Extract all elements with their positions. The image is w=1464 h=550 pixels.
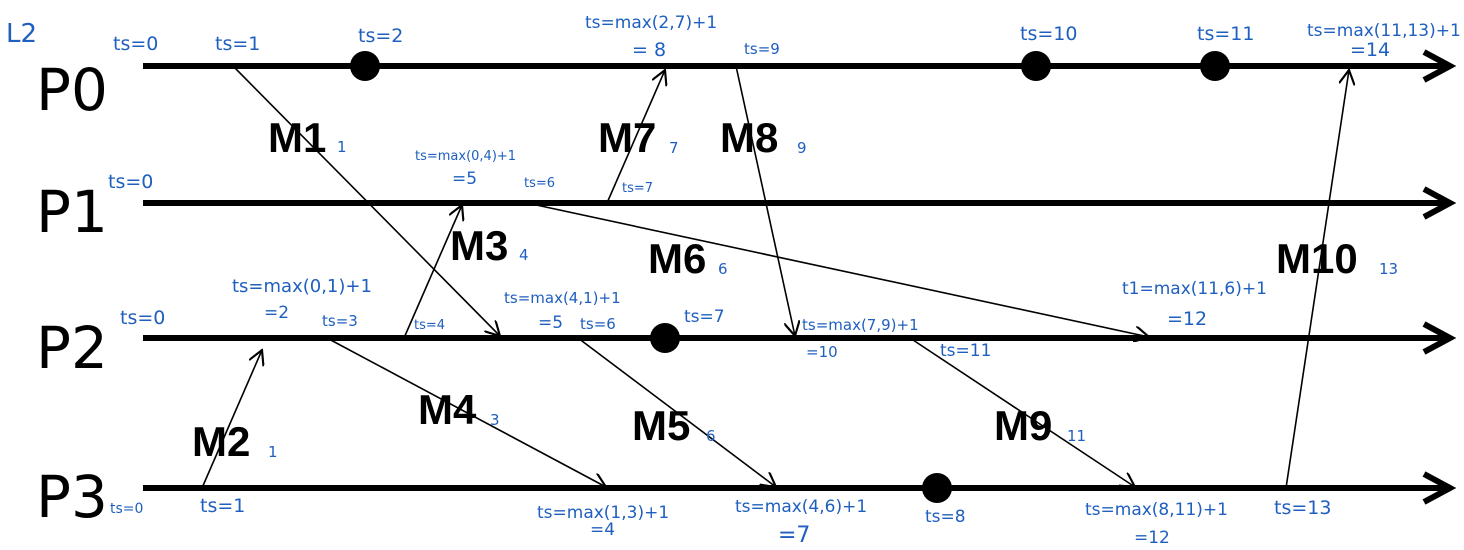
annotation-p3-ts12-result: =12 bbox=[1134, 528, 1170, 548]
message-sub-m6: 6 bbox=[718, 260, 728, 278]
annotation-p3-ts4-result: =4 bbox=[590, 520, 615, 540]
timeline-p3-arrowhead bbox=[1422, 471, 1457, 505]
message-arrow-m7 bbox=[606, 70, 665, 204]
annotation-p3-ts0: ts=0 bbox=[110, 501, 143, 517]
annotation-p3-ts4-formula: ts=max(1,3)+1 bbox=[537, 503, 669, 523]
annotation-p2-ts5-result: =5 bbox=[538, 313, 563, 333]
annotation-p0-ts8-formula: ts=max(2,7)+1 bbox=[585, 13, 717, 33]
annotation-p0-ts14-result: =14 bbox=[1350, 39, 1390, 61]
annotation-p2-ts2-result: =2 bbox=[264, 303, 289, 323]
process-label-p2: P2 bbox=[36, 314, 108, 382]
annotation-p0-ts0: ts=0 bbox=[113, 33, 158, 55]
message-m5: M5 6 bbox=[632, 402, 716, 449]
message-sub-m2: 1 bbox=[268, 443, 278, 461]
message-sub-m10: 13 bbox=[1379, 260, 1398, 278]
annotation-p2-ts4: ts=4 bbox=[414, 318, 445, 333]
timeline-p1 bbox=[143, 186, 1457, 220]
annotation-p0-ts14-formula: ts=max(11,13)+1 bbox=[1307, 21, 1461, 41]
message-sub-m4: 3 bbox=[490, 411, 500, 429]
annotation-p0-ts8-result: = 8 bbox=[632, 39, 666, 61]
message-arrow-m5 bbox=[577, 337, 776, 487]
message-m4: M4 3 bbox=[418, 386, 500, 433]
message-label-m5: M5 bbox=[632, 402, 690, 449]
annotation-p3-ts7-result: =7 bbox=[778, 523, 810, 548]
process-label-p0: P0 bbox=[36, 56, 108, 124]
event-dot-p2-ts7 bbox=[650, 323, 680, 353]
message-sub-m7: 7 bbox=[669, 139, 679, 157]
annotation-p0-ts11: ts=11 bbox=[1197, 23, 1254, 45]
message-m10: M10 13 bbox=[1276, 235, 1398, 282]
annotation-p1-ts0: ts=0 bbox=[108, 171, 153, 193]
message-label-m8: M8 bbox=[720, 114, 778, 161]
timeline-p3 bbox=[143, 471, 1457, 505]
process-label-p3: P3 bbox=[36, 463, 108, 531]
message-label-m9: M9 bbox=[994, 402, 1052, 449]
message-sub-m3: 4 bbox=[519, 246, 529, 264]
annotation-p3-ts7-formula: ts=max(4,6)+1 bbox=[735, 497, 867, 517]
annotation-p3-ts1: ts=1 bbox=[200, 495, 245, 517]
message-m9: M9 11 bbox=[994, 402, 1086, 449]
message-arrow-m4 bbox=[326, 337, 606, 487]
annotation-p3-ts13: ts=13 bbox=[1274, 497, 1331, 519]
event-dot-p0-ts10 bbox=[1021, 51, 1051, 81]
annotation-p0-ts1: ts=1 bbox=[215, 33, 260, 55]
message-label-m3: M3 bbox=[450, 222, 508, 269]
message-label-m7: M7 bbox=[598, 114, 656, 161]
annotation-p0-ts10: ts=10 bbox=[1020, 23, 1077, 45]
annotation-p2-ts12-formula: t1=max(11,6)+1 bbox=[1122, 279, 1267, 299]
event-dot-p3-ts8 bbox=[922, 473, 952, 503]
annotation-p2-ts11: ts=11 bbox=[940, 341, 991, 361]
timeline-p2-arrowhead bbox=[1422, 321, 1457, 355]
annotation-p3-ts12-formula: ts=max(8,11)+1 bbox=[1085, 500, 1228, 520]
message-label-m10: M10 bbox=[1276, 235, 1358, 282]
message-arrow-m3 bbox=[403, 205, 462, 339]
annotation-p1-ts7: ts=7 bbox=[622, 181, 653, 196]
message-m3: M3 4 bbox=[450, 222, 529, 269]
timeline-p1-arrowhead bbox=[1422, 186, 1457, 220]
message-arrow-m8 bbox=[735, 65, 795, 336]
timeline-p0 bbox=[143, 49, 1457, 83]
message-sub-m1: 1 bbox=[337, 138, 347, 156]
annotation-p2-ts0: ts=0 bbox=[120, 307, 165, 329]
message-m2: M2 1 bbox=[192, 418, 278, 465]
annotation-p2-ts3: ts=3 bbox=[322, 312, 358, 330]
annotation-p2-ts10-result: =10 bbox=[806, 343, 838, 361]
annotation-p2-ts7: ts=7 bbox=[684, 307, 725, 327]
message-m6: M6 6 bbox=[648, 235, 728, 282]
annotation-p2-ts12-result: =12 bbox=[1167, 308, 1207, 330]
message-sub-m5: 6 bbox=[706, 427, 716, 445]
message-label-m1: M1 bbox=[268, 114, 326, 161]
annotation-p0-ts9: ts=9 bbox=[744, 40, 780, 58]
timeline-p0-arrowhead bbox=[1422, 49, 1457, 83]
annotation-p2-ts6: ts=6 bbox=[580, 315, 616, 333]
message-arrow-m1 bbox=[232, 65, 500, 336]
annotation-p1-ts5-formula: ts=max(0,4)+1 bbox=[415, 149, 516, 164]
message-sub-m9: 11 bbox=[1067, 427, 1086, 445]
message-label-m4: M4 bbox=[418, 386, 477, 433]
message-arrow-m9 bbox=[909, 337, 1135, 487]
annotation-p2-ts5-formula: ts=max(4,1)+1 bbox=[504, 289, 621, 307]
corner-mark: L2 bbox=[6, 19, 37, 49]
message-m8: M8 9 bbox=[720, 114, 807, 161]
event-dot-p0-ts2 bbox=[350, 51, 380, 81]
annotation-p1-ts6: ts=6 bbox=[524, 176, 555, 191]
message-label-m2: M2 bbox=[192, 418, 250, 465]
event-dot-p0-ts11 bbox=[1200, 51, 1230, 81]
message-sub-m8: 9 bbox=[797, 139, 807, 157]
annotation-p1-ts5-result: =5 bbox=[452, 169, 477, 189]
message-label-m6: M6 bbox=[648, 235, 706, 282]
message-arrow-m10 bbox=[1285, 70, 1349, 489]
message-arrow-m6 bbox=[526, 202, 1149, 337]
annotation-p0-ts2: ts=2 bbox=[358, 25, 403, 47]
message-m7: M7 7 bbox=[598, 114, 679, 161]
annotation-p2-ts2-formula: ts=max(0,1)+1 bbox=[232, 276, 372, 297]
process-label-p1: P1 bbox=[36, 178, 108, 246]
message-arrow-m2 bbox=[201, 350, 262, 489]
annotation-p3-ts8: ts=8 bbox=[925, 507, 966, 527]
message-m1: M1 1 bbox=[268, 114, 347, 161]
annotation-p2-ts10-formula: ts=max(7,9)+1 bbox=[802, 316, 919, 334]
